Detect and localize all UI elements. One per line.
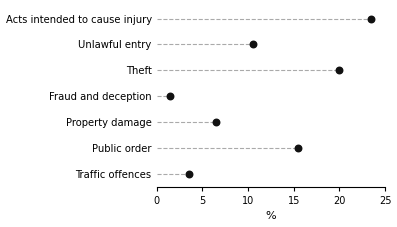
Point bbox=[336, 69, 343, 72]
Point bbox=[295, 146, 301, 150]
Point bbox=[167, 94, 173, 98]
Point bbox=[368, 17, 375, 20]
X-axis label: %: % bbox=[266, 211, 276, 222]
Point bbox=[185, 172, 192, 176]
Point bbox=[213, 120, 219, 124]
Point bbox=[249, 43, 256, 46]
